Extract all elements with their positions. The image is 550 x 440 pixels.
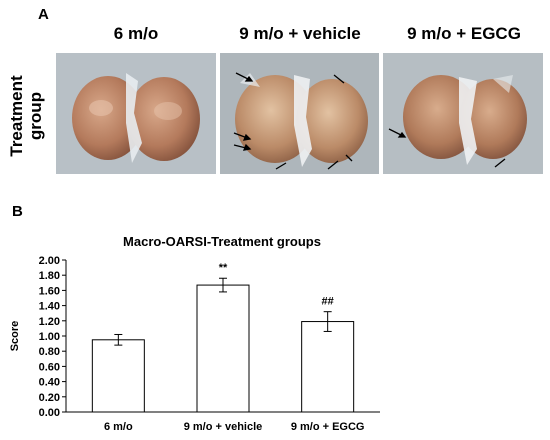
panel-b-letter: B <box>12 203 23 220</box>
photo-egcg-knee <box>383 53 543 174</box>
y-tick-label: 0.20 <box>39 392 60 404</box>
y-tick-label: 1.00 <box>39 331 60 343</box>
y-tick-label: 1.80 <box>39 270 60 282</box>
row-label-treatment-group: Treatment group <box>7 71 47 161</box>
row-label-line1: Treatment <box>7 75 26 157</box>
y-tick-label: 0.00 <box>39 407 60 419</box>
y-tick-label: 1.40 <box>39 301 60 313</box>
column-title-vehicle: 9 m/o + vehicle <box>239 24 361 43</box>
chart-y-ticks: 0.00 0.20 0.40 0.60 0.80 1.00 1.20 1.40 1.60 1.80… <box>39 255 66 419</box>
bar <box>301 321 355 413</box>
row-label-line2: group <box>26 91 45 141</box>
y-tick-label: 2.00 <box>39 255 60 267</box>
panel-a-letter: A <box>38 6 49 23</box>
x-tick-label: 9 m/o + vehicle <box>184 421 263 433</box>
significance-label: ## <box>322 296 334 308</box>
significance-label: ** <box>219 262 228 274</box>
photo-vehicle-knee <box>220 53 379 174</box>
y-tick-label: 0.60 <box>39 361 60 373</box>
x-tick-label: 9 m/o + EGCG <box>291 421 365 433</box>
photo-6mo-knee <box>56 53 216 174</box>
oarsi-bar-chart: Macro-OARSI-Treatment groups Score **## … <box>9 234 380 433</box>
chart-bars: ** ## <box>91 262 355 413</box>
y-tick-label: 0.80 <box>39 346 60 358</box>
column-title-6mo: 6 m/o <box>113 24 159 43</box>
x-tick-label: 6 m/o <box>104 421 133 433</box>
y-tick-label: 1.20 <box>39 316 60 328</box>
chart-x-labels: 6 m/o 9 m/o + vehicle 9 m/o + EGCG <box>104 421 365 433</box>
y-tick-label: 1.60 <box>39 285 60 297</box>
bar <box>196 284 250 413</box>
chart-title: Macro-OARSI-Treatment groups <box>123 234 321 249</box>
column-title-egcg: 9 m/o + EGCG <box>407 24 521 43</box>
y-axis-label: Score <box>9 321 21 352</box>
bar <box>91 339 145 413</box>
y-tick-label: 0.40 <box>39 377 60 389</box>
